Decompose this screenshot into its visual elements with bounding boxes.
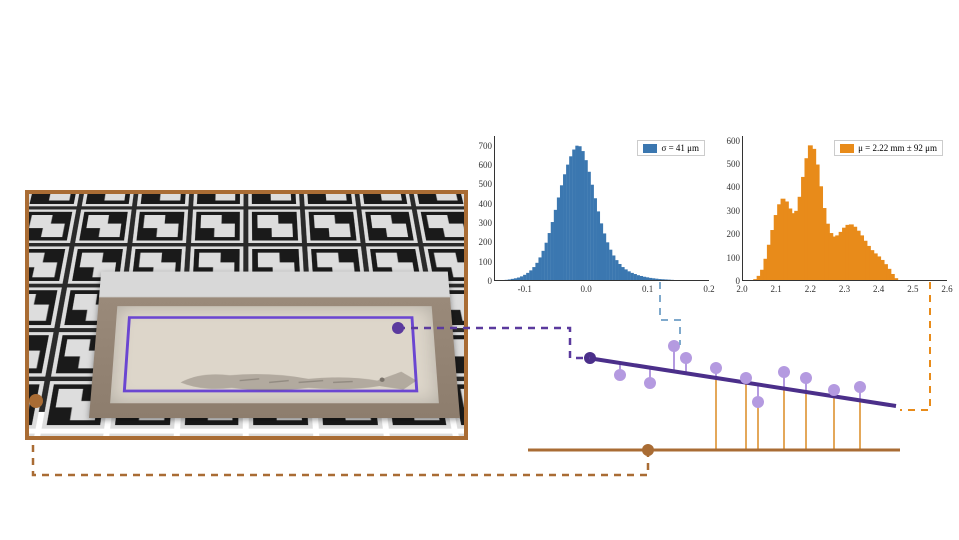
schematic-diagram (460, 300, 940, 480)
legend-text: μ = 2.22 mm ± 92 μm (858, 143, 937, 153)
plane-deviation-histogram: σ = 41 μm Counts Plane Deviation, mm (494, 136, 709, 281)
fossil-fish-outline (170, 356, 428, 405)
chart-legend: σ = 41 μm (637, 140, 705, 156)
fossil-slab (89, 272, 460, 418)
photo-panel (25, 190, 468, 440)
legend-text: σ = 41 μm (661, 143, 699, 153)
chart-legend: μ = 2.22 mm ± 92 μm (834, 140, 943, 156)
height-histogram: μ = 2.22 mm ± 92 μm Counts Height, mm (742, 136, 947, 281)
baseline-origin-marker (29, 394, 43, 408)
